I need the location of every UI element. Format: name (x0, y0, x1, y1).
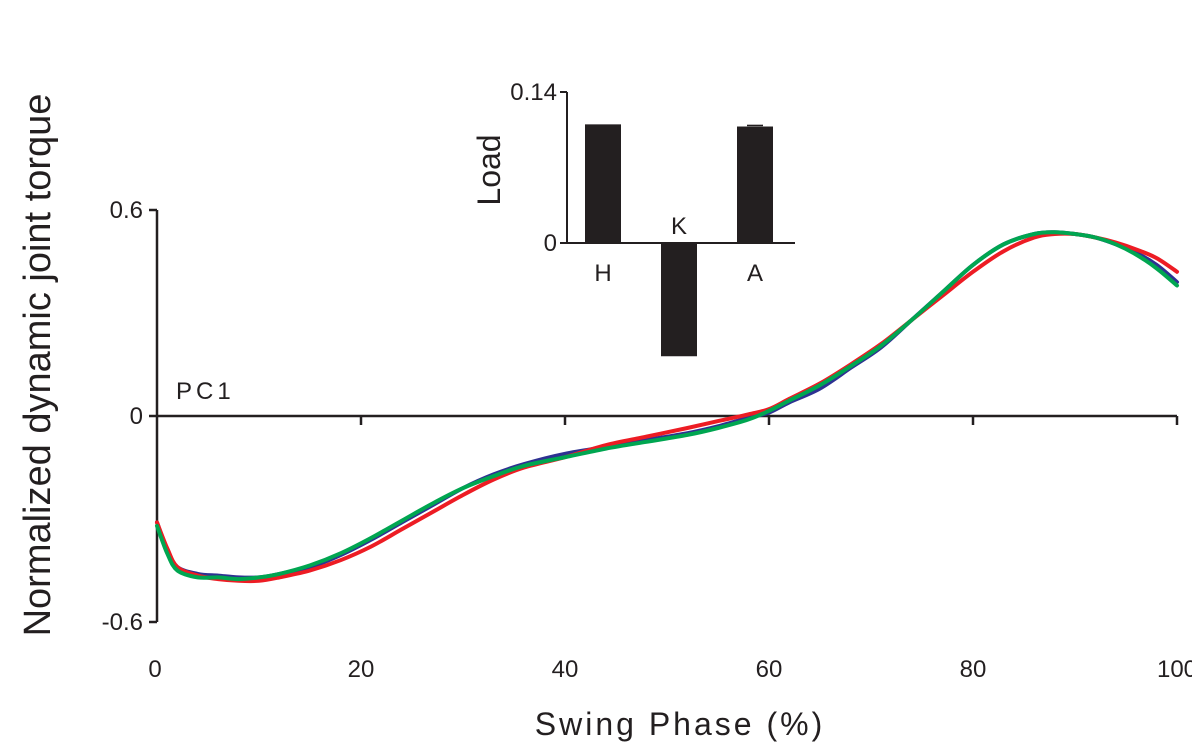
series-line-3 (155, 230, 1179, 582)
y-tick-label: 0 (130, 403, 143, 430)
inset-bar-K (661, 243, 697, 357)
x-tick-label: 100 (1157, 656, 1192, 683)
inset-ticks: 00.14 (510, 79, 567, 257)
inset-bar-chart: 00.14 HKA Load (471, 79, 795, 357)
pc1-annotation: PC1 (176, 378, 235, 405)
y-tick-label: -0.6 (102, 609, 143, 636)
inset-category-label: A (747, 260, 763, 287)
x-tick-label: 60 (756, 656, 783, 683)
inset-bar-A (737, 126, 773, 243)
inset-y-tick-label: 0.14 (510, 79, 557, 106)
x-axis-title: Swing Phase (%) (535, 706, 825, 742)
series-line-2 (155, 231, 1179, 584)
inset-axes (566, 92, 795, 244)
inset-category-label: K (671, 213, 687, 240)
x-tick-label: 40 (552, 656, 579, 683)
inset-y-tick-label: 0 (544, 230, 557, 257)
inset-y-axis-title: Load (471, 134, 507, 205)
inset-bar-H (585, 124, 621, 243)
inset-category-labels: H K A (594, 213, 763, 287)
x-tick-label: 20 (348, 656, 375, 683)
x-tick-label: 80 (960, 656, 987, 683)
inset-category-label: H (594, 260, 611, 287)
main-plot: -0.600.60 20 40 60 80 100 Swing Phase (%) Nor… (17, 94, 1192, 742)
y-axis-title: Normalized dynamic joint torque (17, 94, 59, 637)
main-ticks: -0.600.60 20 40 60 80 100 (102, 197, 1192, 683)
x-tick-label: 0 (148, 656, 161, 683)
main-series (155, 230, 1179, 584)
inset-bars (585, 124, 773, 357)
y-tick-label: 0.6 (110, 197, 143, 224)
